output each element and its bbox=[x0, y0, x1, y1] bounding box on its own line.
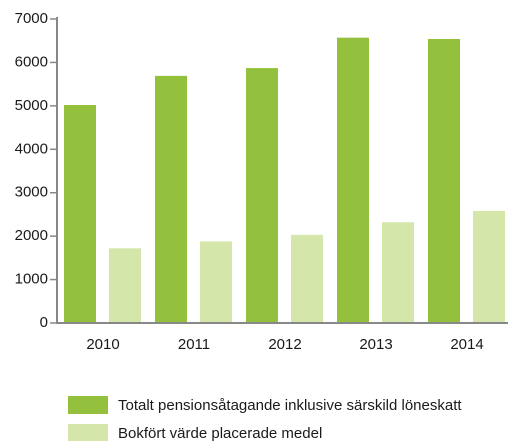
bar bbox=[64, 104, 96, 323]
y-tick-label: 7000 bbox=[15, 10, 48, 27]
bar bbox=[428, 38, 460, 323]
legend-swatch bbox=[68, 396, 108, 414]
bar bbox=[200, 241, 232, 323]
y-tick-label: 0 bbox=[40, 314, 48, 331]
legend-label: Totalt pensionsåtagande inklusive särski… bbox=[118, 397, 462, 414]
x-tick-label: 2010 bbox=[86, 336, 119, 353]
x-tick-label: 2011 bbox=[178, 336, 210, 353]
legend-label: Bokfört värde placerade medel bbox=[118, 425, 322, 441]
x-tick-label: 2012 bbox=[268, 336, 301, 353]
bar bbox=[382, 222, 414, 323]
y-tick-label: 2000 bbox=[15, 227, 48, 244]
x-tick-label: 2013 bbox=[359, 336, 392, 353]
x-tick-label: 2014 bbox=[450, 336, 483, 353]
y-tick-label: 3000 bbox=[15, 184, 48, 201]
bar bbox=[109, 248, 141, 323]
bar bbox=[291, 234, 323, 323]
y-tick-label: 5000 bbox=[15, 97, 48, 114]
bar bbox=[246, 68, 278, 324]
bar bbox=[155, 75, 187, 324]
bar bbox=[337, 37, 369, 323]
y-tick-label: 1000 bbox=[15, 271, 48, 288]
y-tick-label: 4000 bbox=[15, 140, 48, 157]
bar bbox=[473, 210, 505, 323]
y-tick-label: 6000 bbox=[15, 53, 48, 70]
legend-swatch bbox=[68, 424, 108, 441]
